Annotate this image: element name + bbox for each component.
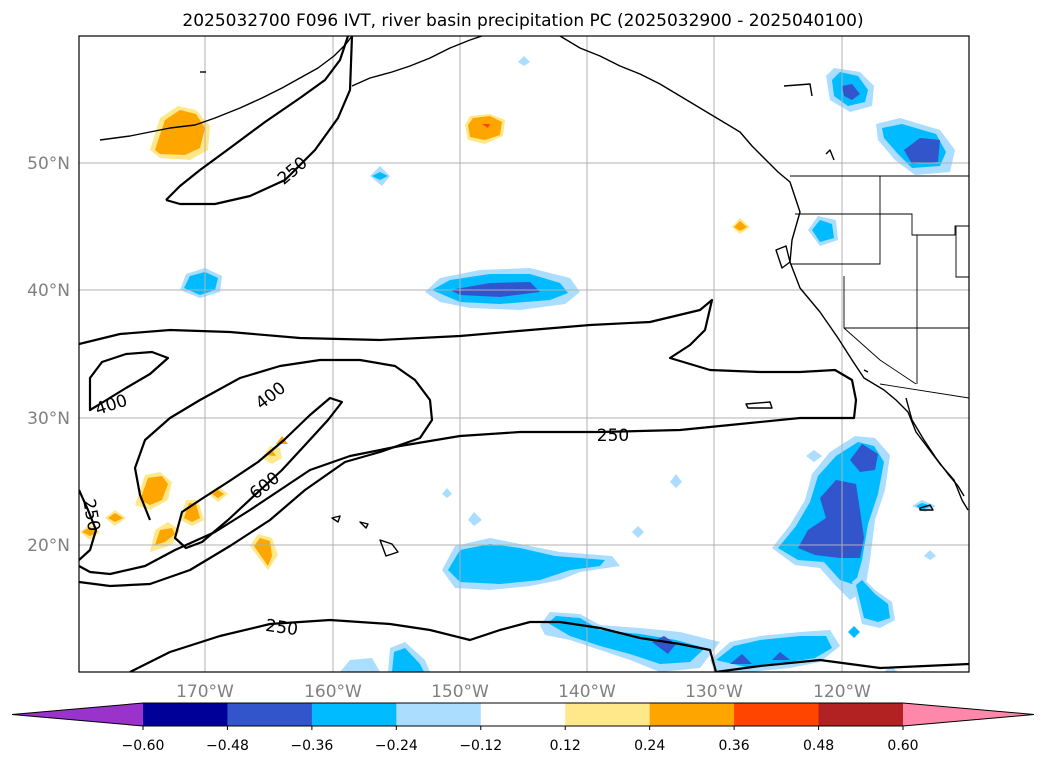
contour-label: 250: [78, 497, 103, 532]
colorbar-swatch: [818, 703, 904, 726]
colorbar-swatch: [649, 703, 735, 726]
colorbar-tick-label: 0.12: [550, 738, 581, 754]
lon-tick-label: 170°W: [176, 682, 234, 702]
map-frame: [78, 35, 970, 673]
lat-tick-label: 50°N: [27, 154, 70, 174]
colorbar-tick-label: −0.60: [122, 738, 165, 754]
colorbar-swatch: [227, 703, 313, 726]
contour-label: 250: [597, 426, 629, 446]
lon-tick-label: 130°W: [685, 682, 743, 702]
lon-tick-label: 160°W: [304, 682, 362, 702]
figure-title: 2025032700 F096 IVT, river basin precipi…: [182, 11, 863, 31]
colorbar: −0.60 −0.48 −0.36 −0.24 −0.12 0.12 0.24 0.36 0.4…: [11, 702, 1035, 754]
longitude-labels: 170°W 160°W 150°W 140°W 130°W 120°W: [176, 682, 871, 702]
colorbar-swatch: [311, 703, 397, 726]
lat-tick-label: 20°N: [27, 536, 70, 556]
colorbar-extend-low: [12, 703, 143, 726]
lat-tick-label: 30°N: [27, 409, 70, 429]
colorbar-tick-label: −0.12: [459, 738, 502, 754]
precip-blob-aleutian: [155, 110, 205, 155]
map-gridlines: [79, 36, 969, 672]
colorbar-tick-label: −0.48: [206, 738, 249, 754]
latitude-labels: 50°N 40°N 30°N 20°N: [27, 154, 70, 556]
map-content: 250 400 400 250 600 250 250: [78, 36, 969, 672]
colorbar-tick-label: 0.60: [887, 738, 918, 754]
colorbar-tick-label: −0.24: [375, 738, 418, 754]
colorbar-swatch: [143, 703, 228, 726]
lon-tick-label: 140°W: [558, 682, 616, 702]
colorbar-swatch: [480, 703, 566, 726]
precip-shading: [80, 56, 955, 672]
lon-tick-label: 120°W: [813, 682, 871, 702]
colorbar-tick-label: −0.36: [290, 738, 333, 754]
colorbar-swatch: [396, 703, 482, 726]
colorbar-extend-high: [903, 703, 1034, 726]
colorbar-tick-label: 0.48: [803, 738, 834, 754]
colorbar-tick-label: 0.36: [719, 738, 750, 754]
colorbar-tick-label: 0.24: [634, 738, 665, 754]
coastlines: [99, 36, 969, 557]
lat-tick-label: 40°N: [27, 281, 70, 301]
political-borders: [790, 175, 969, 399]
colorbar-swatch: [734, 703, 820, 726]
contour-label: 250: [264, 616, 299, 640]
colorbar-swatch: [565, 703, 651, 726]
ivt-contours: [79, 36, 969, 672]
lon-tick-label: 150°W: [431, 682, 489, 702]
